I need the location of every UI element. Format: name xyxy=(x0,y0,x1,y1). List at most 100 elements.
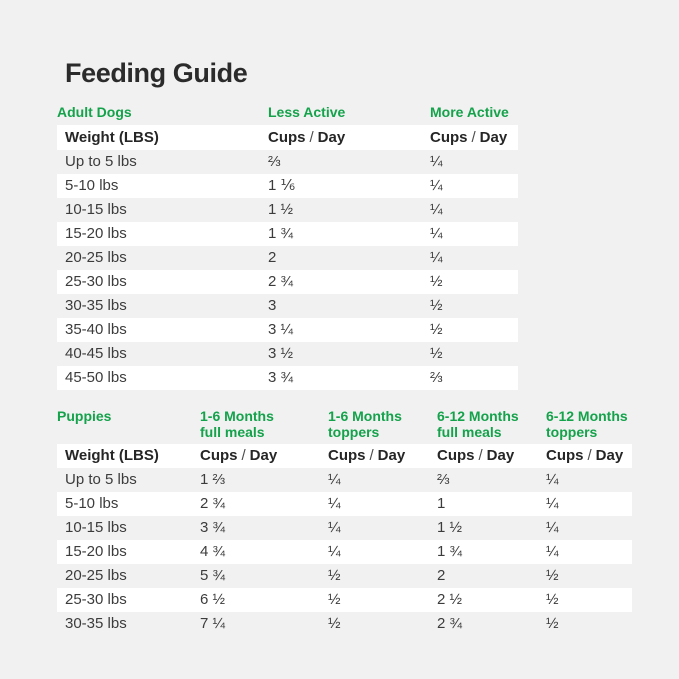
slash-separator: / xyxy=(587,447,592,464)
adult-section-label: Adult Dogs xyxy=(57,104,132,120)
weight-cell: 40-45 lbs xyxy=(65,345,127,362)
puppies-cups-day-header-1: Cups / Day xyxy=(200,444,328,468)
puppies-column-6-12-full-meals: 6-12 Months full meals xyxy=(437,408,546,440)
adult-cups-day-header-more: Cups / Day xyxy=(430,125,518,150)
day-label: Day xyxy=(249,447,278,464)
column-line1: 6-12 Months xyxy=(437,408,519,424)
full-meals-1-6-cell: 2 ¾ xyxy=(200,495,226,512)
toppers-1-6-cell: ¼ xyxy=(328,543,341,560)
adult-table-body: Up to 5 lbs ⅔ ¼ 5-10 lbs 1 ⅙ ¼ 10-15 lbs… xyxy=(57,150,518,390)
adult-section-header-row: Adult Dogs Less Active More Active xyxy=(57,101,518,123)
less-active-cell: 3 xyxy=(268,297,277,314)
page-title: Feeding Guide xyxy=(65,58,248,88)
day-label: Day xyxy=(486,447,515,464)
column-line2: toppers xyxy=(546,424,598,440)
table-row: 5-10 lbs 1 ⅙ ¼ xyxy=(57,174,518,198)
weight-cell: 25-30 lbs xyxy=(65,273,127,290)
toppers-1-6-cell: ½ xyxy=(328,591,341,608)
slash-separator: / xyxy=(241,447,246,464)
column-line2: full meals xyxy=(200,424,265,440)
weight-cell: 20-25 lbs xyxy=(65,567,127,584)
weight-cell: 5-10 lbs xyxy=(65,495,119,512)
table-row: 35-40 lbs 3 ¼ ½ xyxy=(57,318,518,342)
puppies-column-6-12-toppers: 6-12 Months toppers xyxy=(546,408,632,440)
adult-column-more-active: More Active xyxy=(430,104,509,120)
toppers-1-6-cell: ¼ xyxy=(328,519,341,536)
full-meals-6-12-cell: 2 ½ xyxy=(437,591,463,608)
less-active-cell: ⅔ xyxy=(268,153,281,170)
toppers-6-12-cell: ¼ xyxy=(546,543,559,560)
column-line2: full meals xyxy=(437,424,502,440)
toppers-6-12-cell: ½ xyxy=(546,567,559,584)
weight-cell: 20-25 lbs xyxy=(65,249,127,266)
puppies-table-body: Up to 5 lbs 1 ⅔ ¼ ⅔ ¼ 5-10 lbs 2 ¾ ¼ 1 ¼… xyxy=(57,468,632,636)
table-row: Up to 5 lbs ⅔ ¼ xyxy=(57,150,518,174)
weight-cell: 15-20 lbs xyxy=(65,543,127,560)
weight-cell: Up to 5 lbs xyxy=(65,471,137,488)
weight-cell: Up to 5 lbs xyxy=(65,153,137,170)
more-active-cell: ¼ xyxy=(430,153,443,170)
day-label: Day xyxy=(317,129,346,146)
slash-separator: / xyxy=(309,129,314,146)
cups-label: Cups xyxy=(437,447,475,464)
more-active-cell: ¼ xyxy=(430,249,443,266)
weight-cell: 10-15 lbs xyxy=(65,201,127,218)
slash-separator: / xyxy=(478,447,483,464)
column-line1: 1-6 Months xyxy=(328,408,402,424)
toppers-6-12-cell: ¼ xyxy=(546,519,559,536)
table-row: Up to 5 lbs 1 ⅔ ¼ ⅔ ¼ xyxy=(57,468,632,492)
full-meals-1-6-cell: 4 ¾ xyxy=(200,543,226,560)
table-row: 25-30 lbs 2 ¾ ½ xyxy=(57,270,518,294)
more-active-cell: ½ xyxy=(430,297,443,314)
adult-table-header-row: Weight (LBS) Cups / Day Cups / Day xyxy=(57,125,518,150)
adult-cups-day-header-less: Cups / Day xyxy=(268,125,430,150)
less-active-cell: 2 ¾ xyxy=(268,273,294,290)
full-meals-1-6-cell: 5 ¾ xyxy=(200,567,226,584)
full-meals-6-12-cell: 1 ½ xyxy=(437,519,463,536)
table-row: 30-35 lbs 3 ½ xyxy=(57,294,518,318)
table-row: 45-50 lbs 3 ¾ ⅔ xyxy=(57,366,518,390)
less-active-cell: 1 ½ xyxy=(268,201,294,218)
adult-weight-header: Weight (LBS) xyxy=(65,129,159,146)
more-active-cell: ¼ xyxy=(430,225,443,242)
more-active-cell: ¼ xyxy=(430,201,443,218)
cups-label: Cups xyxy=(430,129,468,146)
toppers-6-12-cell: ½ xyxy=(546,615,559,632)
full-meals-6-12-cell: ⅔ xyxy=(437,471,450,488)
column-line1: 6-12 Months xyxy=(546,408,628,424)
full-meals-1-6-cell: 3 ¾ xyxy=(200,519,226,536)
puppies-column-1-6-full-meals: 1-6 Months full meals xyxy=(200,408,328,440)
table-row: 20-25 lbs 2 ¼ xyxy=(57,246,518,270)
less-active-cell: 3 ¾ xyxy=(268,369,294,386)
more-active-cell: ⅔ xyxy=(430,369,443,386)
toppers-1-6-cell: ¼ xyxy=(328,471,341,488)
puppies-section-header-row: Puppies 1-6 Months full meals 1-6 Months t… xyxy=(57,408,632,440)
full-meals-6-12-cell: 1 xyxy=(437,495,446,512)
full-meals-6-12-cell: 2 ¾ xyxy=(437,615,463,632)
table-row: 25-30 lbs 6 ½ ½ 2 ½ ½ xyxy=(57,588,632,612)
full-meals-1-6-cell: 7 ¼ xyxy=(200,615,226,632)
less-active-cell: 3 ½ xyxy=(268,345,294,362)
table-row: 15-20 lbs 1 ¾ ¼ xyxy=(57,222,518,246)
puppies-cups-day-header-2: Cups / Day xyxy=(328,444,437,468)
day-label: Day xyxy=(595,447,624,464)
adult-column-less-active: Less Active xyxy=(268,104,346,120)
table-row: 15-20 lbs 4 ¾ ¼ 1 ¾ ¼ xyxy=(57,540,632,564)
weight-cell: 5-10 lbs xyxy=(65,177,119,194)
weight-cell: 30-35 lbs xyxy=(65,297,127,314)
cups-label: Cups xyxy=(328,447,366,464)
weight-cell: 35-40 lbs xyxy=(65,321,127,338)
less-active-cell: 2 xyxy=(268,249,277,266)
more-active-cell: ½ xyxy=(430,345,443,362)
table-row: 20-25 lbs 5 ¾ ½ 2 ½ xyxy=(57,564,632,588)
column-line1: 1-6 Months xyxy=(200,408,274,424)
puppies-column-1-6-toppers: 1-6 Months toppers xyxy=(328,408,437,440)
full-meals-1-6-cell: 1 ⅔ xyxy=(200,471,226,488)
table-row: 40-45 lbs 3 ½ ½ xyxy=(57,342,518,366)
slash-separator: / xyxy=(369,447,374,464)
more-active-cell: ¼ xyxy=(430,177,443,194)
weight-cell: 25-30 lbs xyxy=(65,591,127,608)
table-row: 30-35 lbs 7 ¼ ½ 2 ¾ ½ xyxy=(57,612,632,636)
puppies-table-header-row: Weight (LBS) Cups / Day Cups / Day Cups / Day … xyxy=(57,444,632,468)
